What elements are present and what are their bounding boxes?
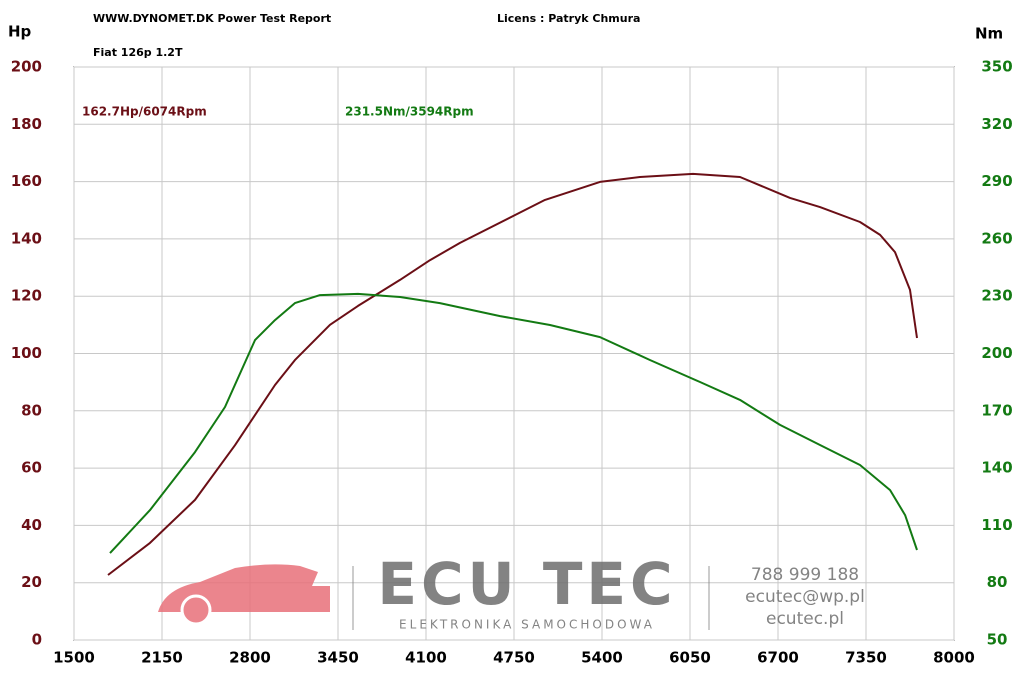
x-tick-label: 1500 (53, 649, 95, 667)
y-tick-label: 100 (11, 344, 42, 362)
email: ecutec@wp.pl (745, 587, 865, 607)
y2-tick-label: 260 (981, 229, 1012, 247)
x-tick-label: 7350 (845, 649, 887, 667)
y-tick-label: 80 (21, 401, 42, 419)
x-tick-label: 6700 (757, 649, 799, 667)
x-tick-label: 2800 (229, 649, 271, 667)
x-tick-label: 3450 (317, 649, 359, 667)
y2-axis-label: Nm (975, 25, 1003, 43)
data-line (107, 172, 918, 576)
y2-tick-label: 140 (981, 459, 1012, 477)
y-axis-label: Hp (8, 23, 32, 41)
peak-label: 162.7Hp/6074Rpm (82, 105, 207, 119)
website: ecutec.pl (766, 609, 844, 629)
y-tick-label: 180 (11, 115, 42, 133)
y-tick-label: 20 (21, 573, 42, 591)
y2-tick-label: 170 (981, 401, 1012, 419)
x-tick-label: 6050 (669, 649, 711, 667)
y-tick-label: 0 (32, 631, 42, 649)
y-tick-label: 200 (11, 58, 42, 76)
peak-label: 231.5Nm/3594Rpm (345, 105, 474, 119)
y2-tick-label: 290 (981, 172, 1012, 190)
y-tick-label: 60 (21, 459, 42, 477)
y2-tick-label: 110 (981, 516, 1012, 534)
x-tick-label: 8000 (933, 649, 975, 667)
subtitle: Fiat 126p 1.2T (93, 46, 183, 59)
y2-tick-label: 320 (981, 115, 1012, 133)
phone: 788 999 188 (751, 565, 859, 585)
x-tick-label: 4100 (405, 649, 447, 667)
watermark: ECU TEC ELEKTRONIKA SAMOCHODOWA 788 999 … (158, 550, 865, 632)
x-tick-label: 5400 (581, 649, 623, 667)
y2-tick-label: 50 (987, 631, 1008, 649)
y-tick-label: 40 (21, 516, 42, 534)
y2-tick-label: 200 (981, 344, 1012, 362)
tagline: ELEKTRONIKA SAMOCHODOWA (399, 618, 655, 632)
y2-tick-label: 350 (981, 58, 1012, 76)
chart-title: WWW.DYNOMET.DK Power Test Report (93, 12, 331, 25)
brand: ECU TEC (377, 550, 676, 618)
license: Licens : Patryk Chmura (497, 12, 640, 25)
data-line (109, 292, 918, 554)
y2-tick-label: 80 (987, 573, 1008, 591)
y-tick-label: 160 (11, 172, 42, 190)
y-tick-label: 140 (11, 229, 42, 247)
x-tick-label: 2150 (141, 649, 183, 667)
y-tick-label: 120 (11, 287, 42, 305)
car-wheel (180, 594, 212, 626)
x-tick-label: 4750 (493, 649, 535, 667)
y2-tick-label: 230 (981, 287, 1012, 305)
